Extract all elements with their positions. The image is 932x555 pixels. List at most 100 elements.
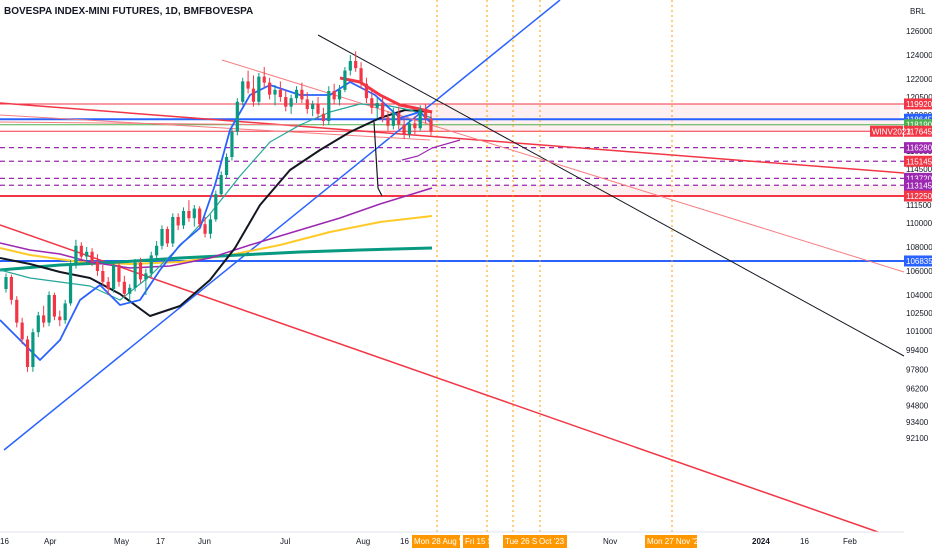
price-tag-box	[904, 98, 932, 110]
candle	[128, 284, 132, 303]
candle-body	[289, 98, 293, 107]
date-tag-label: Mon 27 Nov '23	[647, 537, 703, 546]
trend-line	[0, 114, 431, 141]
x-tick-label: May	[114, 537, 129, 546]
candle	[192, 205, 196, 227]
candle-body	[155, 245, 159, 256]
candles-layer	[4, 51, 433, 372]
candle	[52, 292, 57, 321]
candle-body	[117, 265, 121, 282]
date-tag-box	[503, 535, 541, 548]
candle-body	[251, 88, 256, 102]
candle	[31, 328, 35, 372]
x-tick-label: Jun	[198, 537, 211, 546]
trend-line	[401, 139, 461, 161]
shaded-zone	[400, 103, 900, 132]
candle-body	[149, 255, 153, 274]
currency-label: BRL	[910, 7, 926, 16]
candle-body	[429, 118, 433, 132]
candle-body	[397, 112, 401, 125]
candle-body	[224, 157, 229, 175]
y-tick-label: 126000	[906, 27, 932, 36]
candle	[273, 85, 277, 106]
candle	[391, 107, 395, 130]
x-tick-label: Nov	[603, 537, 617, 546]
price-tag-label: 118190	[906, 121, 932, 130]
candle-body	[95, 261, 100, 271]
candle	[262, 67, 266, 88]
candle-body	[246, 81, 250, 89]
x-tick-label: 16	[0, 537, 9, 546]
candle-body	[90, 251, 94, 262]
candle	[95, 254, 100, 276]
moving-average	[0, 109, 433, 317]
candle-body	[111, 265, 116, 289]
candle-body	[74, 245, 78, 264]
date-tag-box	[463, 535, 489, 548]
candle	[149, 251, 153, 277]
candle-body	[171, 217, 175, 244]
candle	[407, 119, 412, 138]
candle	[36, 311, 40, 337]
candle-body	[343, 70, 347, 90]
candle	[386, 111, 390, 131]
x-tick-label: Jul	[280, 537, 290, 546]
candle-body	[380, 103, 385, 118]
candle-body	[262, 76, 266, 83]
candle	[198, 206, 202, 228]
candle	[251, 75, 256, 107]
candle	[246, 70, 250, 94]
y-tick-label: 104000	[906, 291, 932, 300]
y-tick-label: 108000	[906, 243, 932, 252]
candle	[25, 335, 30, 372]
date-tag-label: Tue 26 Sep '23	[505, 537, 559, 546]
candle	[219, 171, 223, 197]
candle-body	[58, 316, 62, 321]
price-tag-label: 112250	[906, 192, 932, 201]
price-tag-label: 117645	[906, 127, 932, 136]
candle-body	[284, 97, 288, 107]
candle-body	[101, 271, 105, 282]
candle-body	[198, 208, 202, 225]
candle-body	[375, 103, 379, 108]
candle	[337, 85, 342, 106]
candle	[359, 62, 363, 89]
candle	[203, 217, 207, 238]
price-tag-box	[904, 125, 932, 137]
candle-body	[52, 295, 57, 317]
x-tick-label: Apr	[44, 537, 57, 546]
date-tag-box	[537, 535, 567, 548]
candle-body	[79, 245, 83, 257]
candle	[375, 98, 379, 119]
candle-body	[133, 262, 137, 288]
candle-body	[327, 91, 331, 121]
candle	[235, 98, 239, 136]
candle-body	[364, 83, 369, 99]
candle	[257, 73, 261, 106]
candle-body	[63, 303, 67, 321]
candle	[68, 260, 73, 306]
candle	[278, 81, 282, 102]
x-tick-label: 16	[800, 537, 809, 546]
date-tag-box	[645, 535, 697, 548]
candle	[214, 190, 218, 222]
candle	[106, 277, 110, 295]
candle	[171, 213, 175, 247]
candle-body	[160, 229, 164, 246]
date-tag-label: Mon 28 Aug '23	[414, 537, 470, 546]
y-tick-label: 92100	[906, 434, 929, 443]
price-tag-label: 119920	[906, 100, 932, 109]
candle	[85, 247, 89, 264]
candle-body	[4, 277, 8, 289]
candle	[294, 86, 299, 103]
candle-body	[192, 208, 196, 219]
candle-body	[418, 109, 422, 129]
candle-body	[122, 281, 126, 294]
candle-body	[332, 91, 336, 100]
candle-body	[9, 277, 13, 300]
candle	[4, 273, 8, 293]
chart-title: BOVESPA INDEX-MINI FUTURES, 1D, BMFBOVES…	[4, 6, 253, 17]
